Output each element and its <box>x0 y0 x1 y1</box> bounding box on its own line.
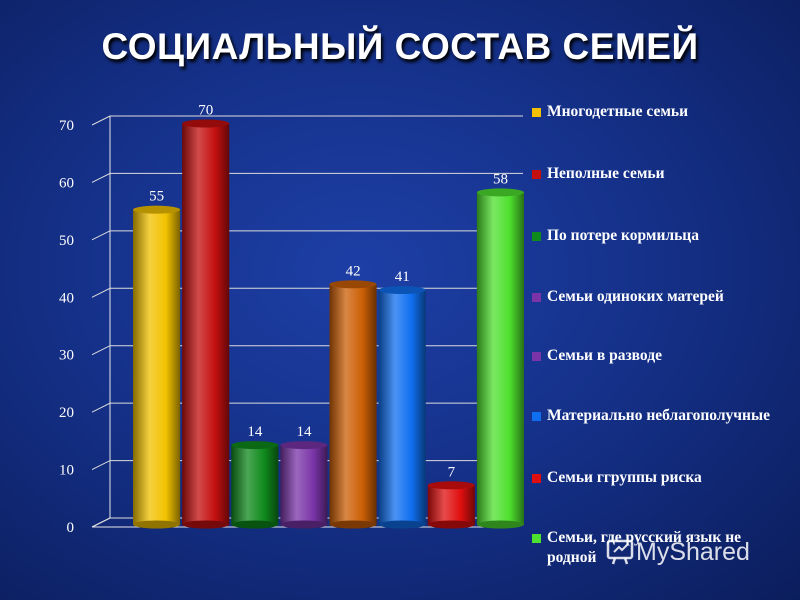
legend-label: Семьи, где русский язык не родной <box>547 529 742 566</box>
legend-label: Неполные семьи <box>547 165 665 182</box>
grid-line <box>91 115 523 126</box>
legend-label: Семьи одиноких матерей <box>547 288 724 305</box>
watermark-logo-icon <box>606 539 634 565</box>
y-tick-label: 70 <box>59 118 74 134</box>
legend: Многодетные семьи Неполные семьи По потере… <box>530 0 800 600</box>
bar <box>231 441 279 529</box>
bar-value-label: 55 <box>149 189 164 205</box>
y-tick-label: 60 <box>59 175 74 191</box>
legend-label: По потере кормильца <box>547 227 699 244</box>
legend-swatch <box>532 352 541 361</box>
y-tick-label: 0 <box>67 520 75 536</box>
watermark-text: MyShared <box>636 538 750 566</box>
y-tick-label: 10 <box>59 463 74 479</box>
legend-swatch <box>532 170 541 179</box>
bar <box>329 280 377 529</box>
bar-value-label: 42 <box>346 263 361 279</box>
grid-line <box>91 230 523 241</box>
bar-value-label: 7 <box>448 464 456 480</box>
legend-swatch <box>532 232 541 241</box>
legend-label: Семьи ггруппы риска <box>547 469 702 486</box>
bar <box>280 441 328 529</box>
legend-swatch <box>532 534 541 543</box>
legend-label: Многодетные семьи <box>547 103 689 120</box>
legend-swatch <box>532 474 541 483</box>
bar <box>427 481 475 529</box>
legend-label: Семьи в разводе <box>547 347 662 364</box>
bar <box>133 205 181 529</box>
bar <box>476 188 524 529</box>
bar-value-label: 58 <box>493 171 508 187</box>
legend-swatch <box>532 293 541 302</box>
bar <box>182 119 230 529</box>
y-tick-label: 40 <box>59 290 74 306</box>
y-tick-label: 20 <box>59 405 74 421</box>
bar-value-label: 41 <box>395 269 410 285</box>
legend-label: Материально неблагополучные <box>547 407 770 424</box>
bar-value-label: 70 <box>198 103 213 119</box>
legend-swatch <box>532 412 541 421</box>
y-tick-label: 30 <box>59 348 74 364</box>
y-tick-label: 50 <box>59 233 74 249</box>
chart-title: СОЦИАЛЬНЫЙ СОСТАВ СЕМЕЙ <box>101 26 699 67</box>
bar-value-label: 14 <box>296 424 312 440</box>
legend-swatch <box>532 108 541 117</box>
bar-value-label: 14 <box>247 424 263 440</box>
grid-line <box>91 172 523 183</box>
bar <box>378 286 426 529</box>
